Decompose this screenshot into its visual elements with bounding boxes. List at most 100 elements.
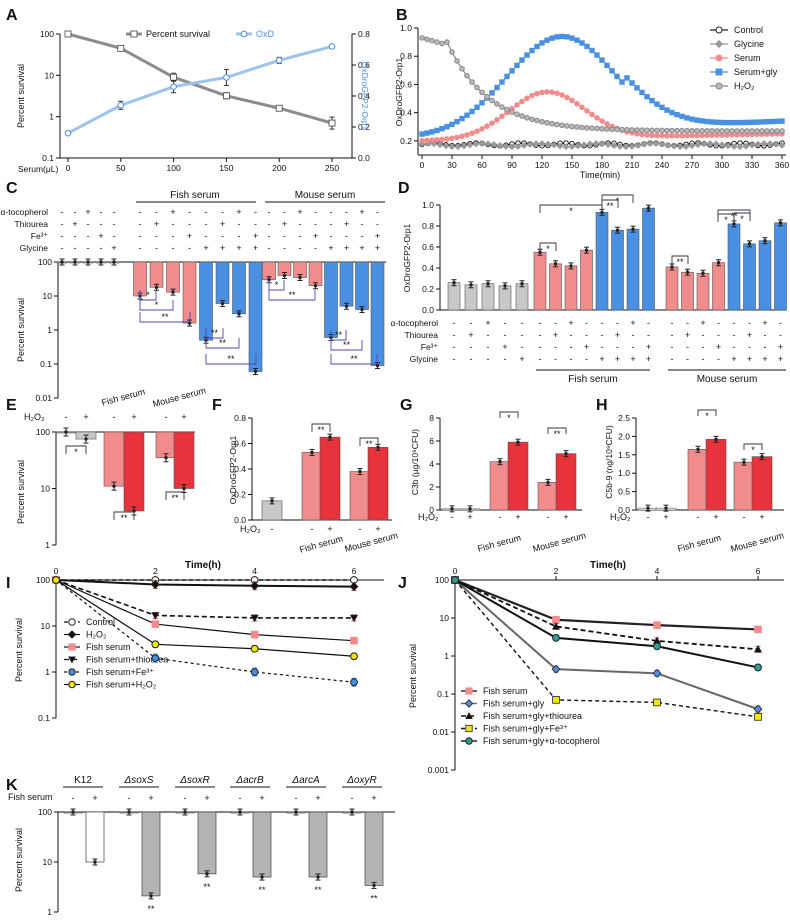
panel-label-F: F bbox=[212, 397, 222, 414]
b-h2o2-point bbox=[764, 128, 770, 134]
panel-dot bbox=[646, 506, 650, 510]
b-glycine-point bbox=[496, 142, 504, 149]
b-serum-gly-point bbox=[699, 118, 705, 124]
b-serum-point bbox=[689, 132, 695, 139]
c-matrix-sign: + bbox=[170, 207, 175, 217]
f-ylabel: OxDroGFP2-Orp1 bbox=[228, 435, 238, 504]
i-series-point bbox=[250, 581, 260, 591]
j-legend-marker bbox=[464, 699, 474, 708]
b-glycine-point bbox=[592, 140, 600, 147]
d-bar bbox=[498, 285, 512, 311]
i-ytick-label: 10 bbox=[41, 621, 51, 631]
d-dot bbox=[701, 271, 705, 275]
d-ylabel: OxDroGFP2-Orp1 bbox=[402, 223, 412, 292]
b-serum-point bbox=[474, 128, 480, 135]
f-sign: + bbox=[375, 524, 380, 534]
c-matrix-sign: - bbox=[155, 243, 158, 253]
d-matrix-sign: - bbox=[521, 330, 524, 340]
b-h2o2-point bbox=[469, 79, 475, 85]
e-sign: - bbox=[165, 412, 168, 422]
b-h2o2-point bbox=[544, 119, 550, 126]
significance-star: ** bbox=[317, 425, 325, 435]
panel-ytick-label: 0.0 bbox=[234, 515, 246, 525]
h-sign: - bbox=[647, 512, 650, 522]
significance-star: ** bbox=[219, 338, 227, 348]
i-series-point bbox=[250, 668, 259, 676]
panel-dot bbox=[760, 454, 764, 459]
b-h2o2-point bbox=[644, 127, 650, 134]
b-serum-gly-point bbox=[714, 119, 720, 125]
b-serum-gly-point bbox=[659, 104, 665, 111]
b-serum-gly-point bbox=[529, 47, 535, 54]
c-bracket bbox=[330, 354, 378, 365]
c-matrix-sign: - bbox=[361, 219, 364, 229]
k-strain-label: ΔsoxR bbox=[179, 775, 210, 786]
c-bar bbox=[215, 261, 230, 304]
d-ytick-label: 0.4 bbox=[422, 263, 434, 273]
d-matrix-sign: + bbox=[778, 354, 783, 364]
b-h2o2-point bbox=[624, 126, 630, 133]
f-group-label: Fish serum bbox=[298, 534, 344, 555]
c-bracket bbox=[139, 312, 191, 323]
d-matrix-sign: - bbox=[632, 342, 635, 352]
b-h2o2-point bbox=[759, 128, 765, 134]
significance-star: * bbox=[507, 413, 511, 423]
k-dot bbox=[71, 810, 75, 814]
b-glycine-point bbox=[694, 141, 702, 149]
panel-ytick-label: 2.0 bbox=[618, 431, 630, 441]
h-bracket bbox=[697, 409, 717, 416]
d-bar bbox=[464, 284, 478, 311]
k-significance: ** bbox=[370, 893, 378, 903]
b-serum-gly-point bbox=[669, 109, 675, 116]
k-sign: + bbox=[371, 793, 376, 803]
c-matrix-sign: - bbox=[254, 219, 257, 229]
panel-bar bbox=[507, 441, 529, 511]
j-series-point bbox=[451, 576, 459, 584]
b-h2o2-point bbox=[564, 123, 570, 129]
panel-dot bbox=[742, 460, 746, 464]
c-bracket bbox=[205, 328, 224, 339]
d-ytick-label: 0.0 bbox=[422, 305, 434, 315]
d-matrix-sign: - bbox=[671, 318, 674, 328]
i-series-line bbox=[55, 579, 355, 683]
d-matrix-sign: - bbox=[539, 318, 542, 328]
c-matrix-sign: - bbox=[61, 231, 64, 241]
d-group-label: Mouse serum bbox=[697, 374, 758, 385]
d-matrix-sign: - bbox=[686, 354, 689, 364]
b-xtick-label: 210 bbox=[625, 160, 639, 170]
panel-ytick-label: 2 bbox=[429, 482, 434, 492]
b-serum-gly-point bbox=[704, 118, 710, 125]
b-glycine-point bbox=[550, 141, 558, 149]
b-serum-point bbox=[594, 115, 600, 121]
d-matrix-sign: - bbox=[601, 330, 604, 340]
panel-ytick-label: 6 bbox=[429, 436, 434, 446]
d-matrix-sign: + bbox=[553, 330, 558, 340]
g-sign: - bbox=[499, 512, 502, 522]
b-serum-point bbox=[569, 97, 575, 104]
b-serum-gly-point bbox=[649, 97, 655, 104]
c-matrix-sign: + bbox=[98, 231, 103, 241]
b-h2o2-point bbox=[654, 127, 660, 134]
panel-dot bbox=[164, 456, 168, 460]
panel-label-I: I bbox=[6, 575, 10, 592]
panel-dot bbox=[714, 437, 718, 442]
b-serum-gly-point bbox=[694, 117, 700, 123]
d-dot bbox=[486, 282, 490, 286]
h-sign: - bbox=[743, 512, 746, 522]
b-serum-gly-point bbox=[569, 35, 575, 41]
h-sign: + bbox=[759, 512, 764, 522]
e-group-label: Fish serum bbox=[100, 387, 146, 408]
b-h2o2-point bbox=[699, 128, 705, 134]
panel-dot bbox=[468, 507, 472, 511]
d-matrix-sign: - bbox=[616, 318, 619, 328]
b-h2o2-point bbox=[484, 93, 490, 100]
a-oxd-point bbox=[117, 102, 125, 109]
d-bar bbox=[626, 228, 640, 311]
b-serum-gly-point bbox=[474, 104, 480, 110]
c-matrix-sign: + bbox=[154, 219, 159, 229]
b-serum-gly-point bbox=[769, 118, 775, 125]
j-legend-label: Fish serum bbox=[483, 686, 528, 696]
b-h2o2-point bbox=[579, 124, 585, 131]
c-bar bbox=[149, 261, 164, 288]
b-serum-gly-point bbox=[429, 129, 435, 135]
